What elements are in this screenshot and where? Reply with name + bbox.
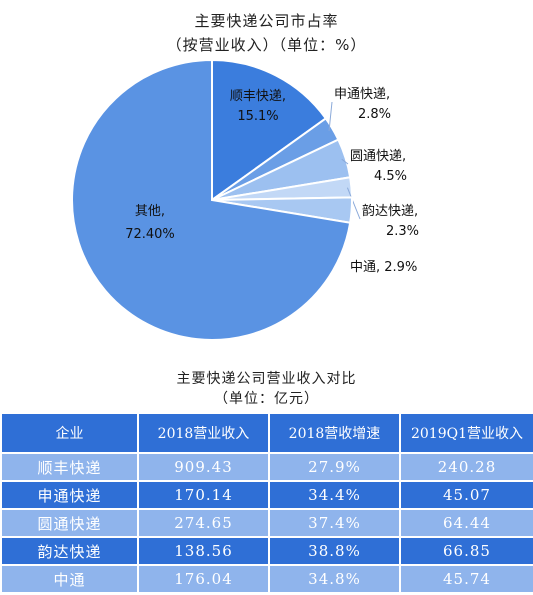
pie-chart-title: 主要快递公司市占率 [194,12,339,30]
pie-slice-6 [71,58,352,341]
cell-company: 韵达快递 [0,536,139,566]
pie-label-value: 15.1% [237,109,278,124]
cell-revenue-2019q1: 45.74 [399,564,533,594]
cell-growth-2018: 34.4% [268,480,401,510]
pie-label-name: 顺丰快递, [230,89,286,104]
cell-growth-2018: 34.8% [268,564,401,594]
cell-company: 申通快递 [0,480,139,510]
header-growth-2018: 2018营收增速 [268,412,401,454]
table-row: 韵达快递 138.56 38.8% 66.85 [0,536,533,566]
cell-revenue-2019q1: 64.44 [399,508,533,538]
pie-leader-line [328,101,333,131]
table-subtitle: （单位：亿元） [214,391,319,407]
table-row: 顺丰快递 909.43 27.9% 240.28 [0,452,533,482]
pie-slice-1 [211,58,328,202]
revenue-table: 企业 2018营业收入 2018营收增速 2019Q1营业收入 顺丰快递 909… [0,412,533,594]
cell-growth-2018: 38.8% [268,536,401,566]
cell-revenue-2019q1: 45.07 [399,480,533,510]
cell-company: 圆通快递 [0,508,139,538]
cell-growth-2018: 27.9% [268,452,401,482]
pie-chart: 顺丰快递, 15.1% 申通快递, 2.8% 圆通快递, 4.5% 韵达快递, 2.3% 中通,… [71,58,419,341]
pie-leader-line [346,187,361,220]
pie-chart-subtitle: （按营业收入）（单位：%） [166,36,367,54]
table-title: 主要快递公司营业收入对比 [176,371,357,387]
pie-label-name: 韵达快递, [362,204,418,219]
cell-revenue-2018: 909.43 [137,452,270,482]
header-revenue-2019q1: 2019Q1营业收入 [399,412,533,454]
cell-revenue-2019q1: 66.85 [399,536,533,566]
cell-revenue-2019q1: 240.28 [399,452,533,482]
pie-label: 中通, 2.9% [350,260,417,275]
cell-revenue-2018: 176.04 [137,564,270,594]
cell-revenue-2018: 138.56 [137,536,270,566]
pie-label-name: 申通快递, [334,87,390,102]
table-row: 申通快递 170.14 34.4% 45.07 [0,480,533,510]
table-row: 中通 176.04 34.8% 45.74 [0,564,533,594]
cell-revenue-2018: 170.14 [137,480,270,510]
cell-revenue-2018: 274.65 [137,508,270,538]
header-revenue-2018: 2018营业收入 [137,412,270,454]
table-row: 圆通快递 274.65 37.4% 64.44 [0,508,533,538]
table-header-row: 企业 2018营业收入 2018营收增速 2019Q1营业收入 [0,412,533,454]
pie-leader-line [341,158,349,165]
pie-label-name: 圆通快递, [350,149,406,164]
pie-label-value: 4.5% [374,169,407,184]
cell-growth-2018: 37.4% [268,508,401,538]
header-company: 企业 [0,412,139,454]
cell-company: 中通 [0,564,139,594]
pie-label-value: 2.3% [386,224,419,239]
pie-label-name: 其他, [135,204,165,219]
pie-label-value: 2.8% [358,107,391,122]
pie-label-value: 72.40% [125,227,175,242]
cell-company: 顺丰快递 [0,452,139,482]
